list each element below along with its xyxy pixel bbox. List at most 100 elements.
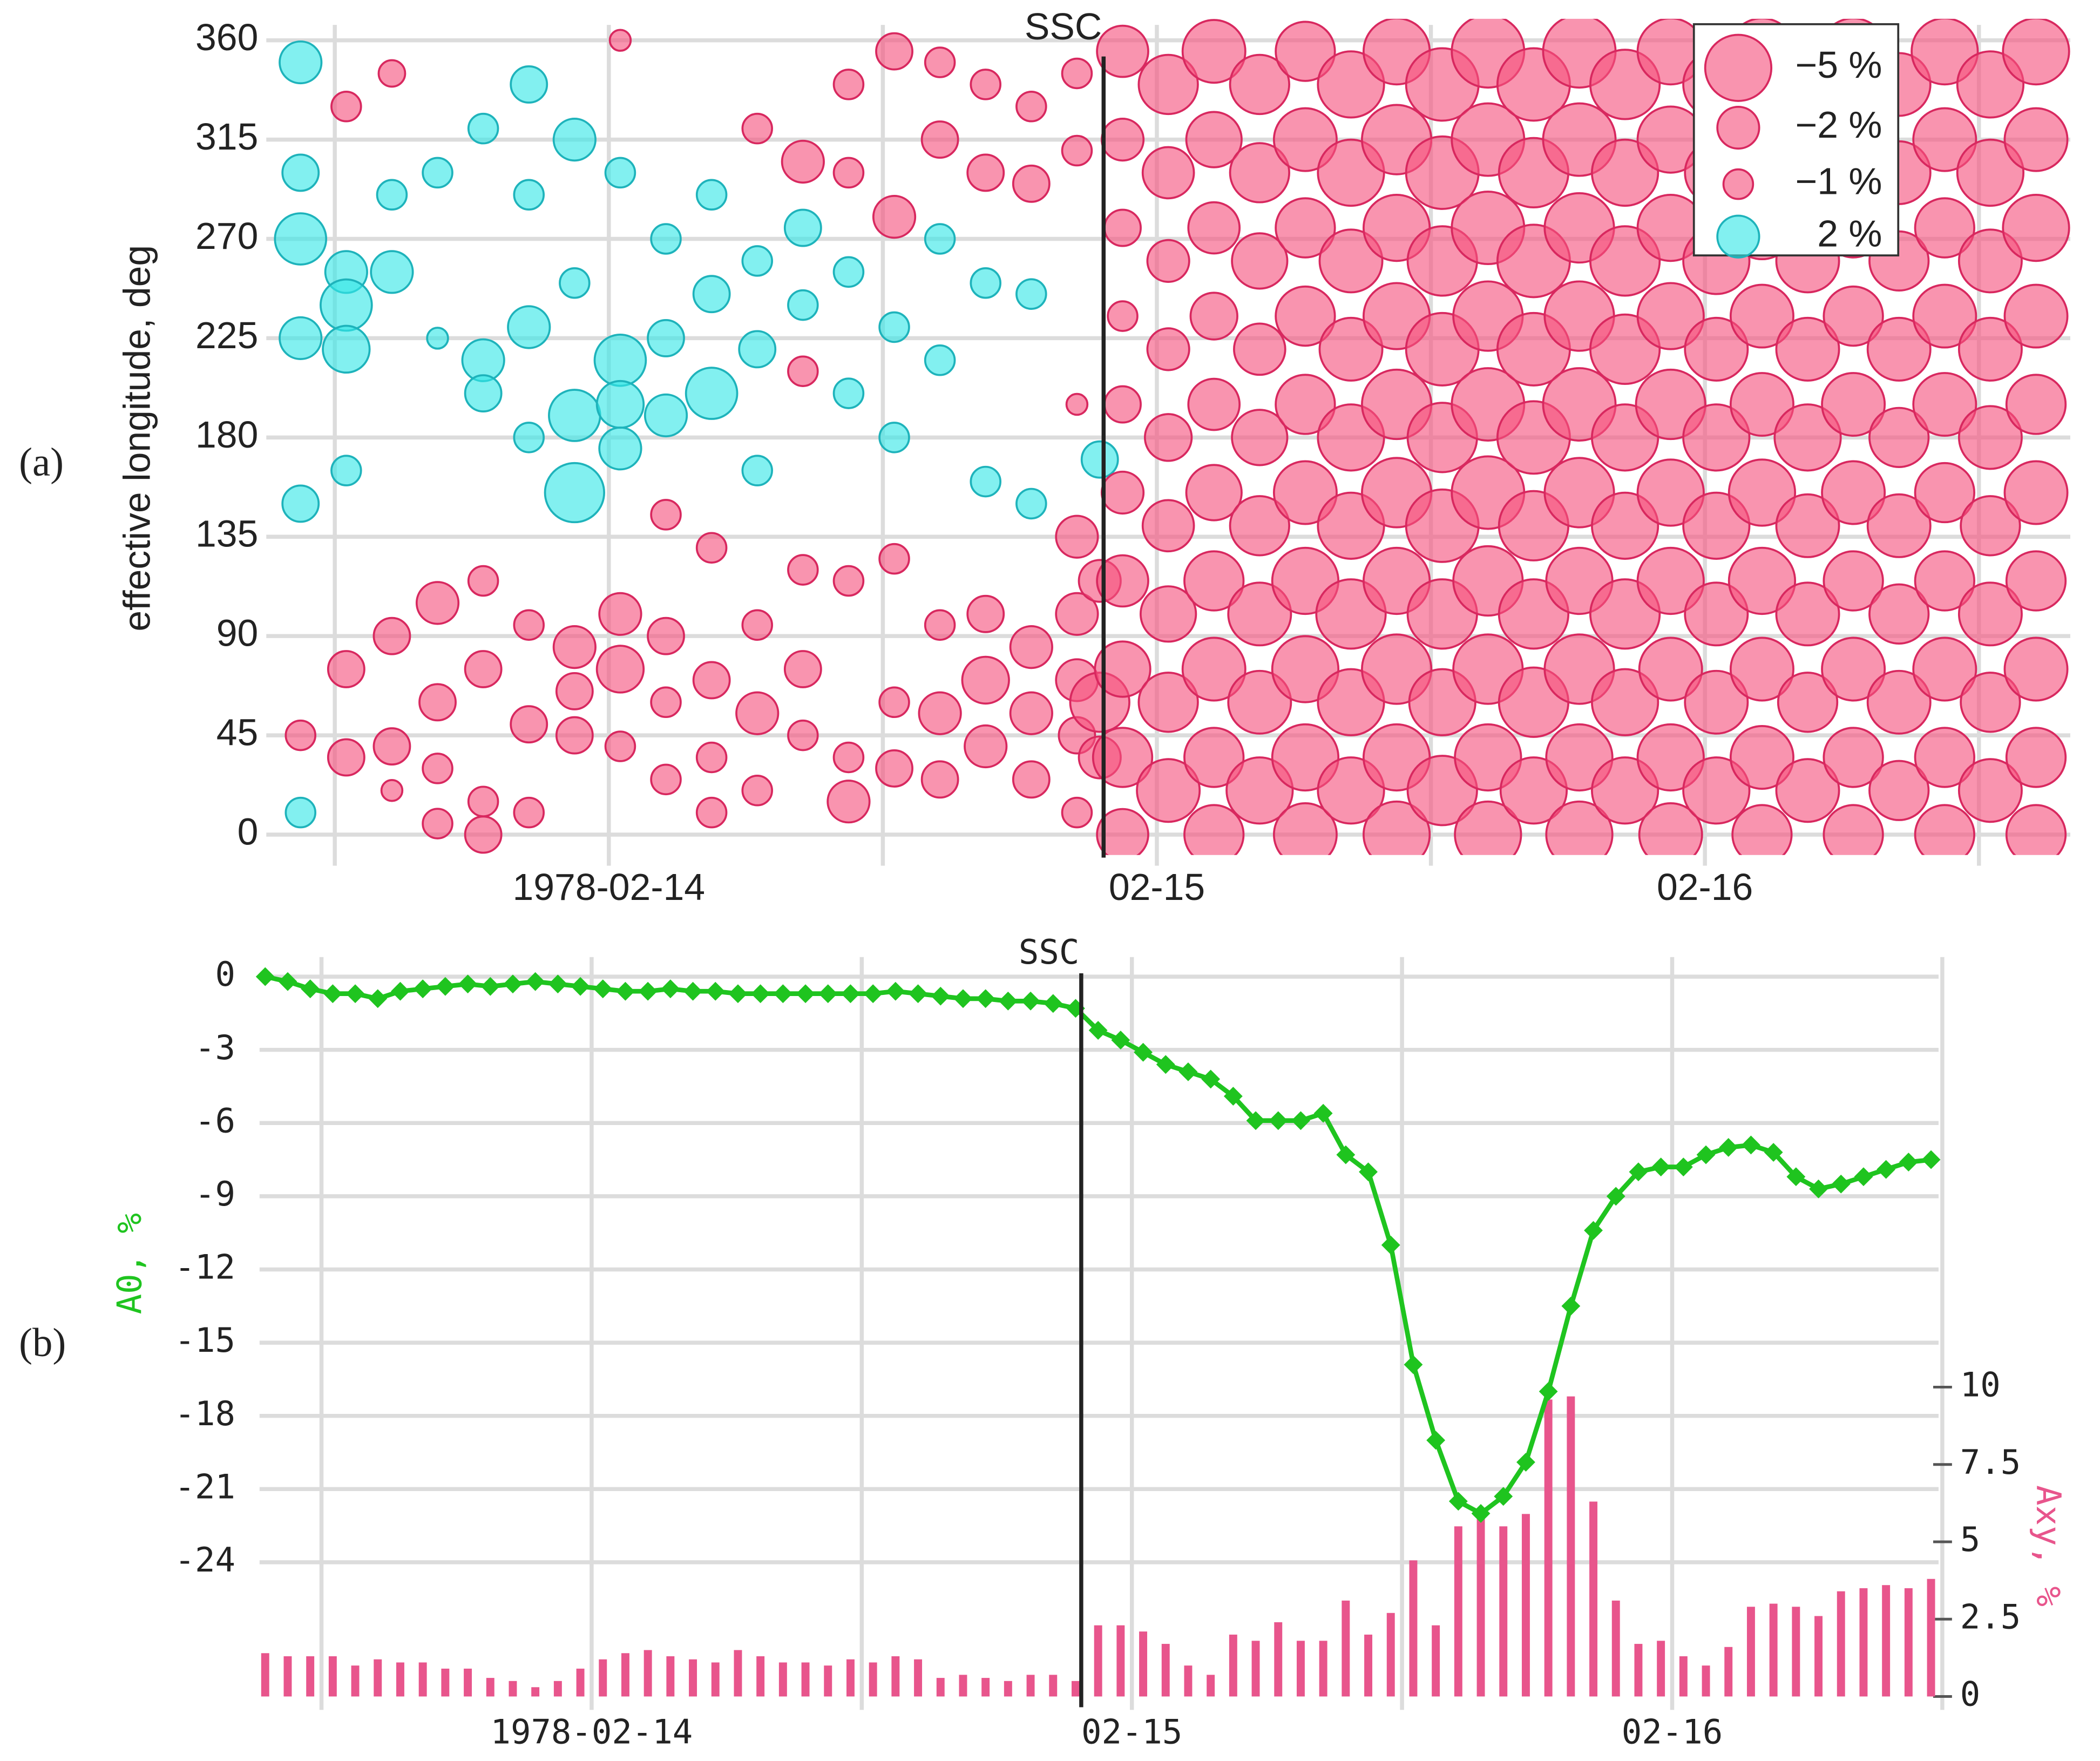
bubble (1080, 440, 1119, 479)
bubble (1272, 107, 1338, 172)
bar (576, 1668, 585, 1697)
bubble (559, 267, 591, 299)
bar (1769, 1603, 1778, 1697)
marker (728, 984, 748, 1004)
bubble (1956, 138, 2025, 207)
marker (1494, 1487, 1513, 1506)
bubble (1143, 413, 1193, 462)
bar (1364, 1634, 1373, 1697)
bubble (1146, 327, 1190, 371)
bubble (1146, 239, 1190, 283)
bubble (377, 59, 407, 88)
bar (1544, 1399, 1553, 1697)
bubble (650, 763, 682, 796)
bubble (924, 46, 956, 78)
panel-b: 1978-02-14 02-15 02-16 0 -3 -6 -9 -12 -15 -18 -21 -… (110, 932, 2068, 1751)
bar (374, 1659, 382, 1697)
bubble (685, 367, 739, 420)
bubble (1181, 636, 1247, 702)
marker (998, 991, 1018, 1011)
bubble (1636, 282, 1705, 350)
bar (778, 1662, 787, 1697)
legend-label: 2 % (1817, 213, 1882, 255)
marker (1313, 1103, 1333, 1123)
bubble (1728, 546, 1797, 615)
marker (1516, 1453, 1535, 1472)
marker (1561, 1296, 1581, 1316)
x-tick-label: 1978-02-14 (512, 866, 705, 908)
bubble (1682, 756, 1751, 825)
bubble (827, 780, 871, 824)
bar (1702, 1665, 1710, 1697)
bubble (604, 730, 636, 762)
bar (1386, 1613, 1395, 1697)
y-tick-label: 225 (195, 314, 258, 356)
marker (1021, 991, 1040, 1011)
bubble (284, 796, 316, 829)
y-tick-label: 0 (238, 810, 259, 852)
y-tick-label: -18 (175, 1394, 235, 1433)
bubble (1092, 727, 1154, 788)
bubble (1107, 300, 1139, 332)
bubble (1775, 758, 1840, 823)
bubble (1823, 727, 1884, 788)
marker (1899, 1153, 1918, 1172)
bubble (1960, 672, 2021, 733)
bar (1071, 1681, 1080, 1697)
marker (1381, 1235, 1400, 1255)
marker (796, 984, 815, 1004)
bubble (878, 422, 910, 453)
marker (1809, 1179, 1828, 1198)
bar (1342, 1600, 1350, 1697)
bubble (2005, 727, 2067, 788)
marker (1336, 1145, 1356, 1164)
marker (1629, 1162, 1648, 1182)
bubble (738, 330, 777, 369)
y-tick-label: 45 (216, 712, 259, 754)
bubble (1729, 636, 1794, 702)
y-tick-label: 90 (216, 612, 259, 654)
bar (599, 1659, 607, 1697)
marker (526, 972, 545, 991)
bubble (1777, 672, 1839, 733)
bubble (1009, 625, 1053, 669)
marker (931, 986, 950, 1006)
bubble (695, 532, 728, 564)
bubble (1960, 495, 2021, 557)
bar (914, 1659, 923, 1697)
marker (773, 984, 792, 1004)
marker (503, 974, 523, 994)
bubble (370, 250, 414, 294)
bubble (1231, 409, 1289, 466)
bubble (1233, 322, 1286, 376)
bubble (2003, 636, 2069, 702)
bubble (1823, 285, 1884, 347)
bubble (548, 389, 601, 442)
bar (306, 1656, 315, 1697)
bubble (695, 741, 728, 774)
bar (283, 1656, 292, 1697)
bubbles (274, 18, 2070, 855)
y2-tick-label: 2.5 (1960, 1597, 2021, 1636)
bar (1611, 1600, 1620, 1697)
bar (1837, 1591, 1845, 1697)
bubble (741, 455, 773, 486)
bar (643, 1650, 652, 1697)
bubble (1773, 403, 1842, 472)
bubble (1012, 760, 1051, 799)
bubble (918, 691, 962, 735)
bubble (320, 278, 373, 332)
bubble (464, 650, 503, 688)
bubble (1591, 668, 1659, 736)
bubble (1821, 460, 1886, 525)
marker (1674, 1157, 1693, 1177)
marker (909, 984, 927, 1004)
bubble (1775, 316, 1840, 382)
bubble (2002, 193, 2070, 262)
bubble (787, 355, 819, 387)
bar (846, 1659, 855, 1697)
marker (706, 981, 725, 1001)
bubble (1866, 493, 1932, 558)
bubble (284, 719, 316, 751)
bubble (595, 380, 645, 429)
